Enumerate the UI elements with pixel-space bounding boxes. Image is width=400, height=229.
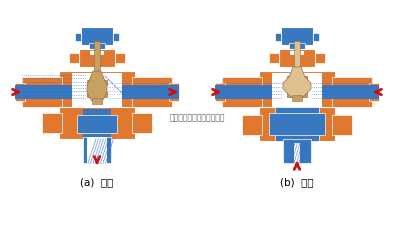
Bar (169, 84, 179, 101)
Bar (87, 93, 107, 98)
Polygon shape (87, 72, 107, 101)
Bar (94, 42, 100, 94)
Bar (332, 78, 372, 108)
Bar (287, 77, 307, 82)
Bar (77, 115, 117, 134)
Bar (242, 115, 262, 135)
Bar (92, 98, 102, 105)
Text: (b)  合流: (b) 合流 (280, 176, 314, 186)
Bar (79, 50, 115, 68)
Bar (132, 78, 172, 108)
Bar (294, 143, 300, 163)
Polygon shape (283, 68, 311, 98)
Text: (a)  分流: (a) 分流 (80, 176, 114, 186)
Bar (22, 78, 62, 108)
Bar (315, 54, 325, 64)
Bar (332, 115, 352, 135)
Bar (289, 44, 305, 54)
Bar (275, 108, 319, 141)
Bar (115, 54, 125, 64)
Bar (83, 137, 111, 163)
Bar (90, 52, 104, 56)
Bar (59, 72, 135, 109)
Bar (15, 86, 179, 100)
Bar (75, 34, 81, 42)
Bar (322, 86, 372, 100)
Bar (292, 95, 302, 101)
Bar (22, 86, 72, 100)
Bar (222, 78, 262, 108)
Bar (87, 81, 107, 86)
Bar (259, 72, 335, 109)
Bar (313, 34, 319, 42)
Bar (81, 28, 113, 46)
Bar (89, 44, 105, 54)
Bar (269, 54, 279, 64)
Bar (215, 86, 379, 100)
Bar (283, 139, 311, 163)
Bar (94, 137, 100, 149)
Bar (42, 114, 62, 134)
Bar (83, 109, 111, 139)
Bar (269, 114, 325, 135)
Bar (290, 52, 304, 56)
Bar (275, 34, 281, 42)
Bar (281, 28, 313, 46)
Bar (287, 93, 307, 98)
Bar (59, 108, 135, 139)
Text: 多仪阀门（上海）有限公司: 多仪阀门（上海）有限公司 (169, 113, 225, 122)
Bar (279, 50, 315, 68)
Bar (369, 84, 379, 101)
Bar (272, 74, 322, 108)
Bar (87, 137, 107, 163)
Bar (215, 84, 225, 101)
Bar (113, 34, 119, 42)
Bar (69, 54, 79, 64)
Bar (122, 86, 172, 100)
Bar (294, 42, 300, 94)
Bar (222, 86, 272, 100)
Bar (72, 74, 122, 108)
Bar (132, 114, 152, 134)
Bar (259, 108, 335, 141)
Polygon shape (102, 76, 122, 100)
Bar (15, 84, 25, 101)
